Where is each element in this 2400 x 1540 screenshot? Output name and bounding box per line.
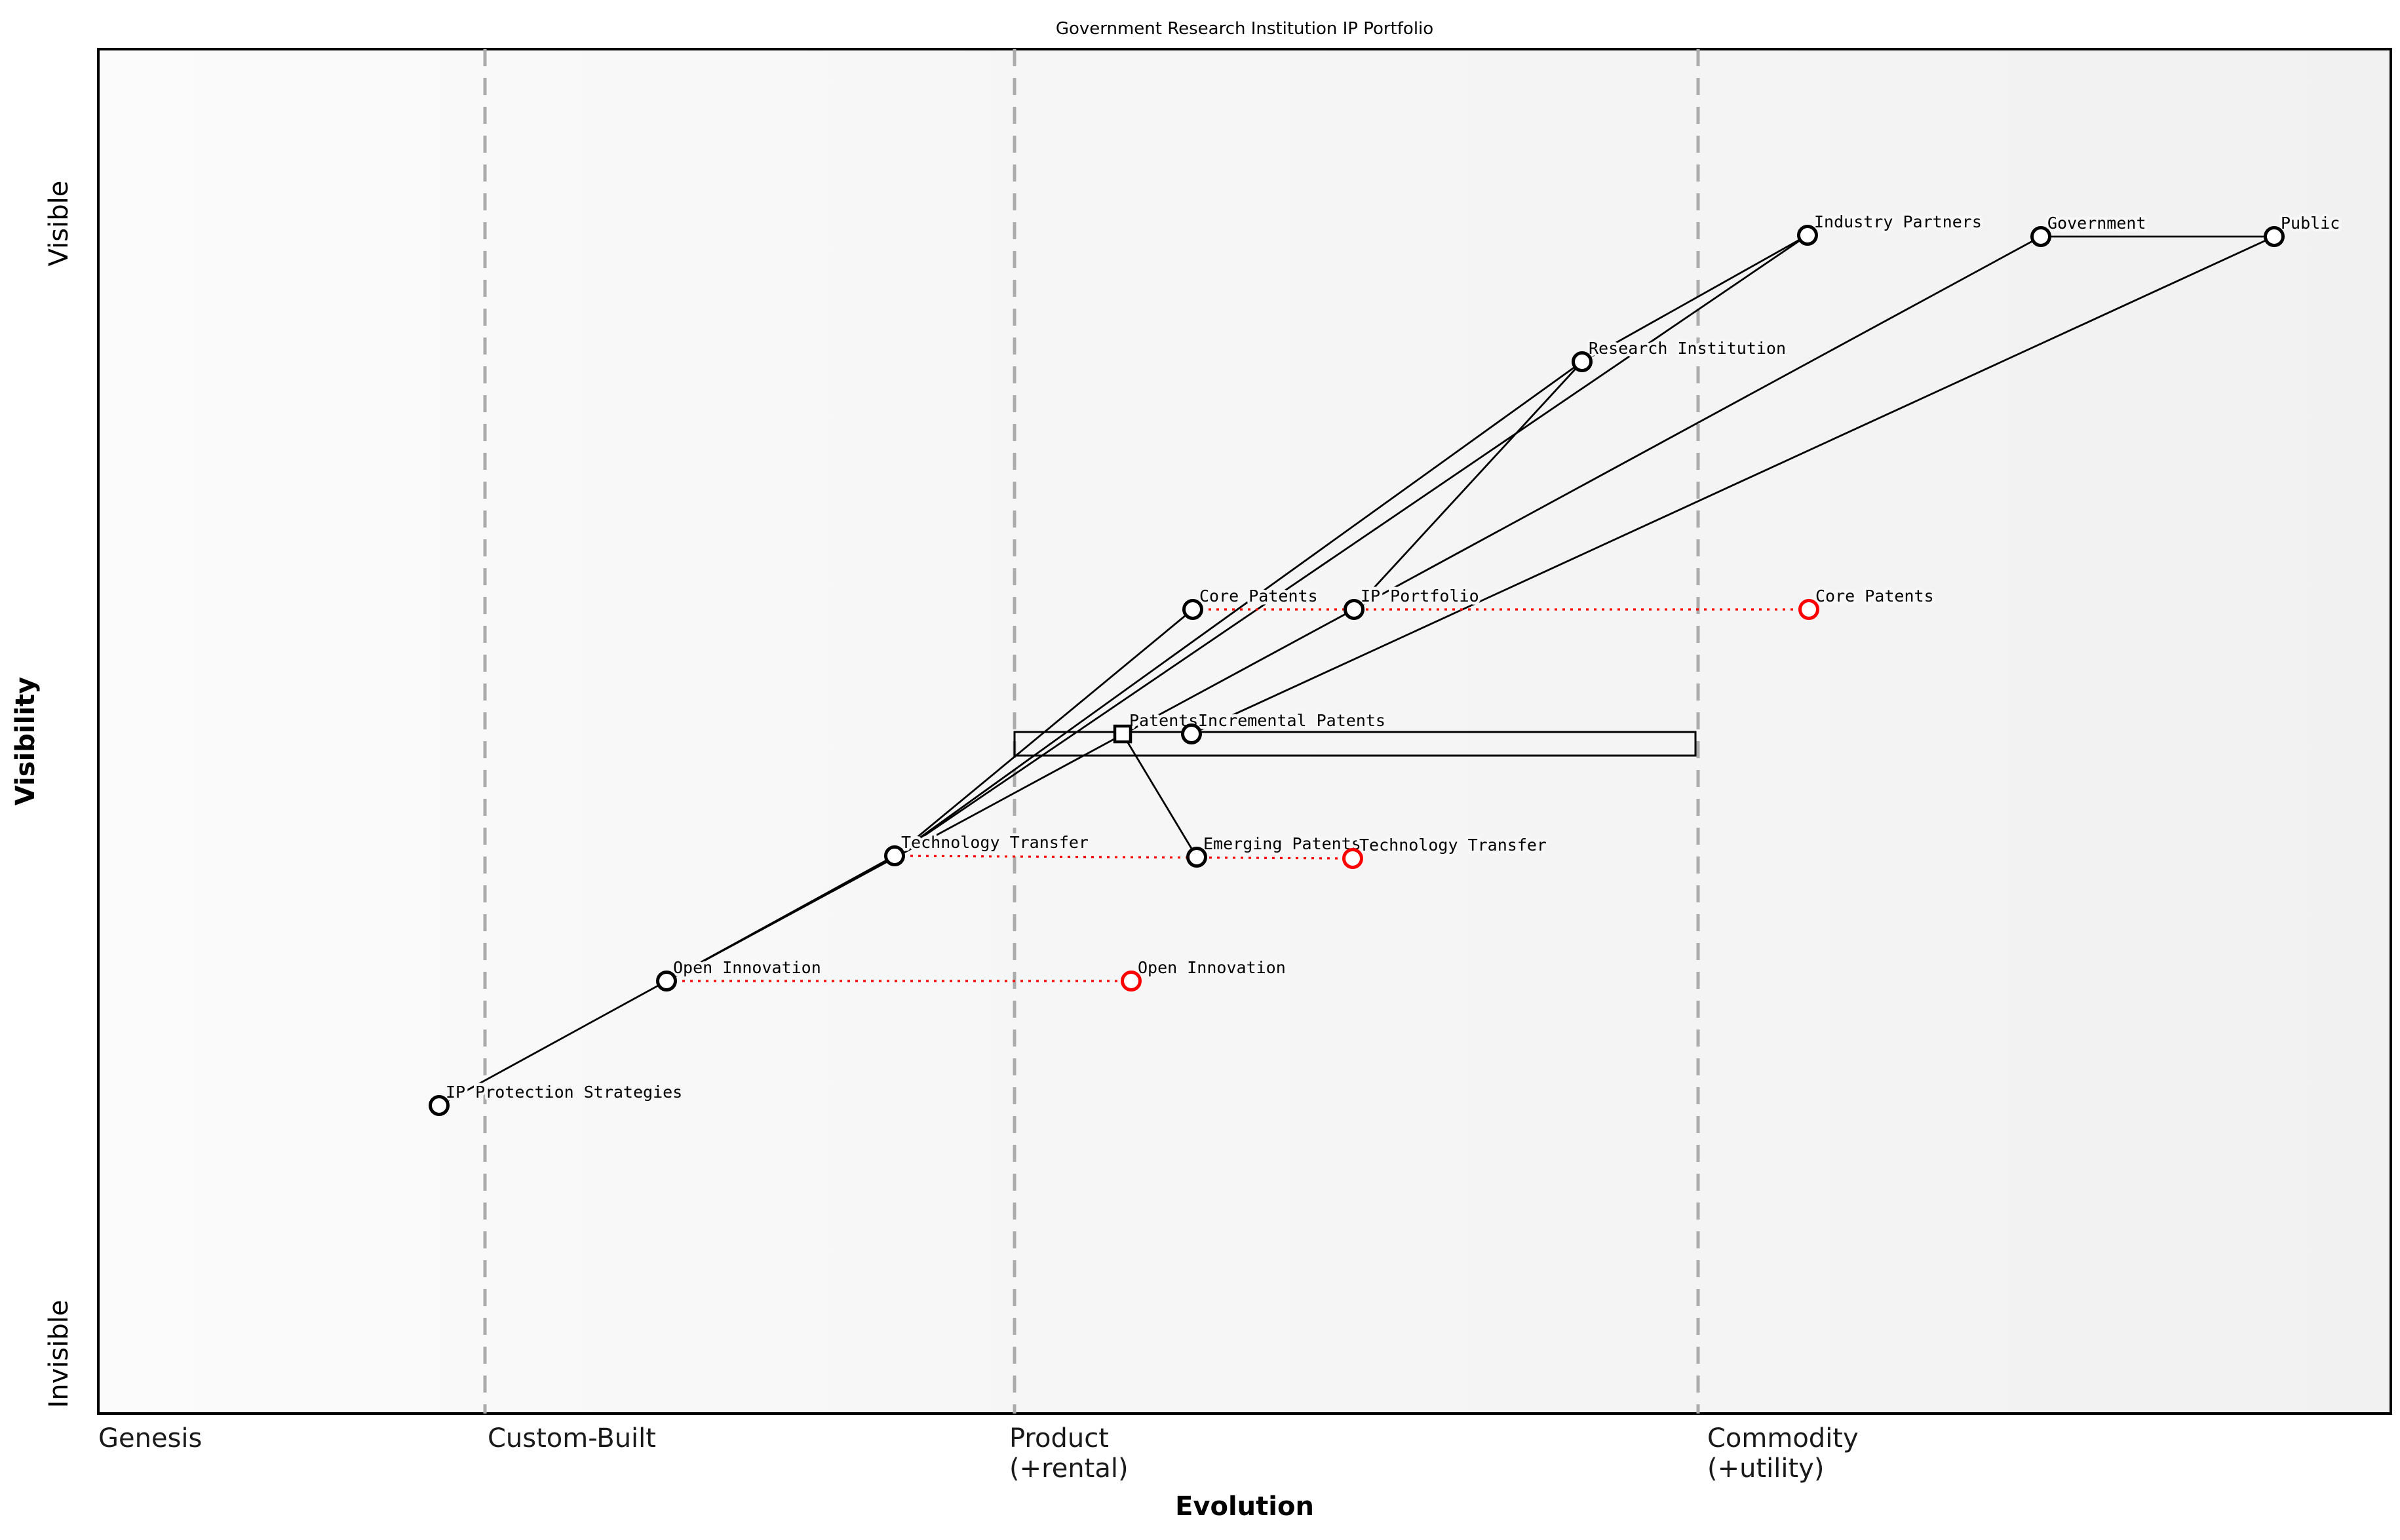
node-open_innovation_evolved [1121, 971, 1142, 991]
node-label-public: Public [2281, 214, 2340, 233]
x-axis-title: Evolution [1175, 1492, 1314, 1522]
edge-open_innovation--ip_protection [438, 980, 667, 1107]
edge-research_institution--technology_transfer [894, 360, 1583, 857]
stage-label: Custom-Built [488, 1423, 656, 1453]
chart-title: Government Research Institution IP Portf… [1056, 19, 1433, 39]
stage-labels: Genesis Custom-Built Product (+rental) Commo… [98, 1423, 1859, 1484]
node-research_institution [1572, 351, 1593, 372]
node-industry_partners [1797, 225, 1818, 246]
node-label-open_innovation_evolved: Open Innovation [1138, 958, 1286, 977]
stage-label: Product (+rental) [1009, 1423, 1129, 1484]
node-label-core_patents_evolved: Core Patents [1815, 587, 1934, 606]
node-label-incremental_patents: Incremental Patents [1198, 711, 1385, 730]
node-government [2030, 226, 2051, 247]
node-label-research_institution: Research Institution [1589, 339, 1786, 358]
node-core_patents [1182, 599, 1203, 620]
node-label-core_patents: Core Patents [1199, 587, 1318, 606]
edge-government--ip_portfolio [1353, 235, 2042, 611]
edge-research_institution--ip_portfolio [1353, 361, 1583, 610]
node-label-emerging_patents: Emerging Patents [1203, 834, 1361, 853]
edge-patents--emerging_patents [1121, 733, 1198, 858]
node-label-government: Government [2047, 214, 2146, 233]
y-axis-bottom-label: Invisible [44, 1300, 74, 1408]
node-technology_transfer_evolved [1342, 848, 1363, 869]
pipeline-rect [1013, 731, 1697, 757]
map-nodes [429, 225, 2285, 1116]
node-label-ip_portfolio: IP Portfolio [1361, 587, 1479, 606]
node-open_innovation [656, 971, 677, 991]
node-ip_protection [429, 1095, 450, 1116]
node-labels: Public Government Industry Partners Researc… [443, 210, 2343, 1105]
stage-label: Genesis [98, 1423, 202, 1453]
node-public [2264, 226, 2285, 247]
stage-label: Commodity (+utility) [1707, 1423, 1859, 1484]
node-label-industry_partners: Industry Partners [1814, 212, 1982, 231]
edge-public--incremental_patents [1191, 235, 2275, 735]
pipeline-patents [1013, 731, 1697, 757]
node-label-ip_protection: IP Protection Strategies [446, 1083, 682, 1102]
node-label-technology_transfer: Technology Transfer [901, 833, 1089, 852]
node-label-open_innovation: Open Innovation [673, 958, 821, 977]
y-axis-top-label: Visible [44, 181, 74, 267]
dependency-edges [438, 234, 2275, 1107]
node-label-patents: Patents [1129, 711, 1198, 730]
node-ip_portfolio [1344, 599, 1365, 620]
y-axis-title: Visibility [10, 677, 41, 805]
edge-open_innovation--technology_transfer [666, 855, 895, 982]
node-label-technology_transfer_evolved: Technology Transfer [1359, 836, 1547, 855]
node-technology_transfer [884, 845, 905, 866]
evolution-links [667, 608, 1809, 982]
edge-industry_partners--technology_transfer [894, 234, 1808, 857]
node-emerging_patents [1186, 847, 1207, 868]
edge-industry_partners--research_institution [1581, 234, 1808, 363]
node-patents [1113, 724, 1132, 744]
evolve-link-technology_transfer [894, 855, 1353, 860]
node-incremental_patents [1181, 723, 1202, 744]
stage-gridlines [483, 49, 1700, 1414]
node-core_patents_evolved [1798, 599, 1819, 620]
edge-core_patents--technology_transfer [894, 608, 1193, 857]
